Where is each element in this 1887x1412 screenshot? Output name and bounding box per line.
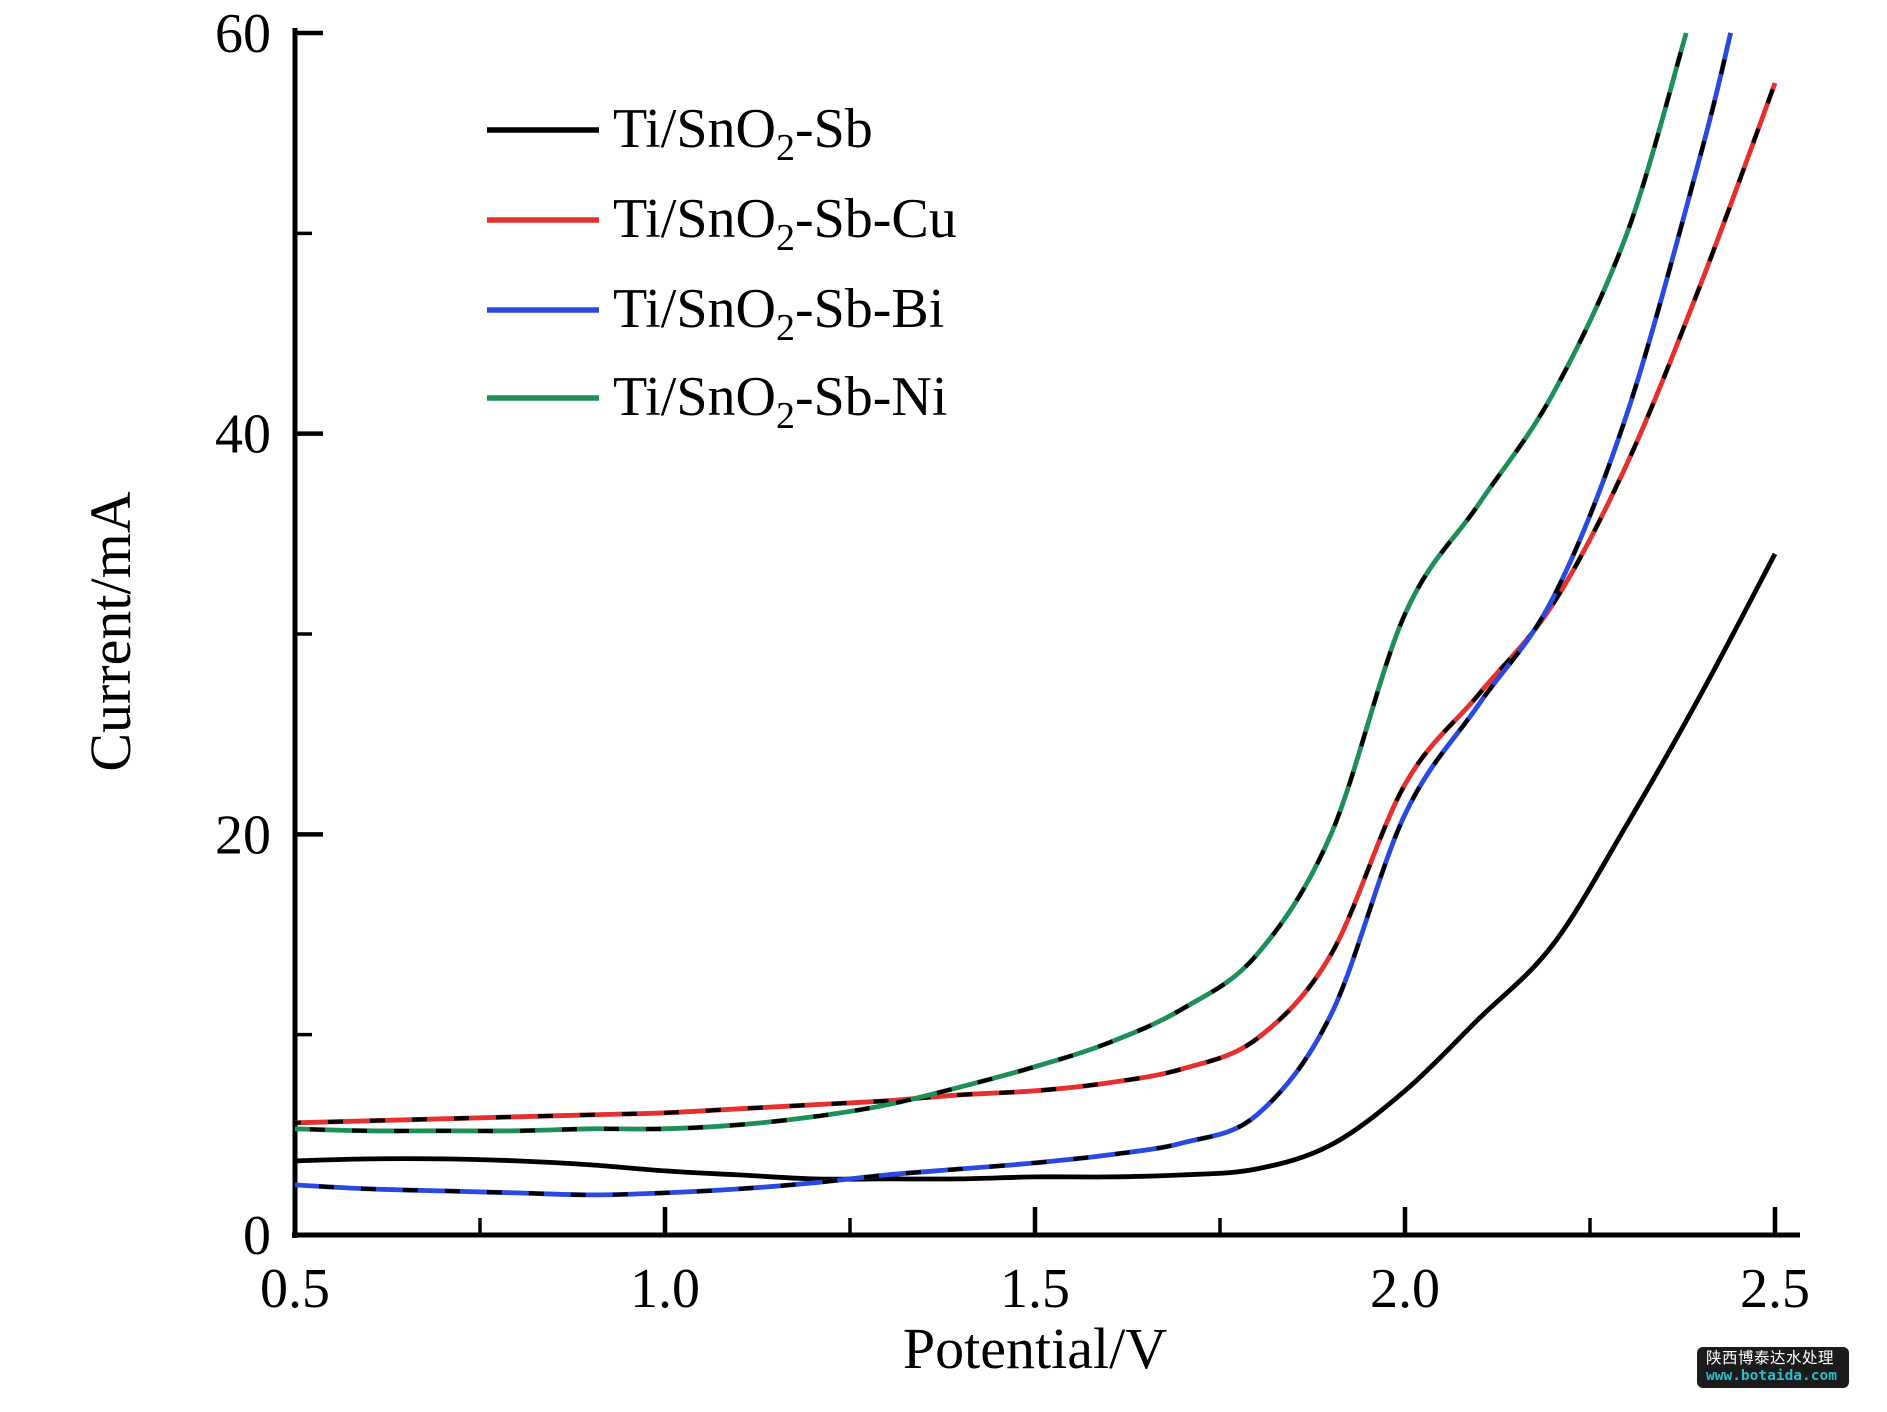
curve-Ti/SnO2-Sb-Bi bbox=[294, 32, 1733, 1198]
y-tick-label: 60 bbox=[215, 3, 271, 65]
curve-Ti/SnO2-Sb-Ni bbox=[294, 32, 1689, 1134]
x-tick-label: 0.5 bbox=[260, 1258, 330, 1320]
curve-Ti/SnO2-Sb bbox=[294, 552, 1778, 1182]
curve-dash-overlay-Ti/SnO2-Sb-Bi bbox=[294, 32, 1733, 1197]
x-tick-label: 1.5 bbox=[1000, 1258, 1070, 1320]
y-tick-label: 20 bbox=[215, 804, 271, 866]
x-tick-label: 1.0 bbox=[630, 1258, 700, 1320]
curve-Ti/SnO2-Sb-Cu bbox=[294, 82, 1778, 1126]
curve-dash-overlay-Ti/SnO2-Sb-Ni bbox=[294, 32, 1689, 1134]
watermark-company-text: 陕西博泰达水处理 bbox=[1706, 1350, 1835, 1368]
watermark-url-text: www.botaida.com bbox=[1706, 1368, 1837, 1385]
x-tick-label: 2.5 bbox=[1740, 1258, 1810, 1320]
legend-label-Ti/SnO2-Sb-Ni: Ti/SnO2-Sb-Ni bbox=[613, 366, 947, 437]
y-axis-title: Current/mA bbox=[78, 491, 143, 771]
x-tick-label: 2.0 bbox=[1370, 1258, 1440, 1320]
legend-label-Ti/SnO2-Sb: Ti/SnO2-Sb bbox=[613, 98, 873, 169]
watermark: 陕西博泰达水处理 www.botaida.com bbox=[1697, 1347, 1849, 1388]
legend-label-Ti/SnO2-Sb-Cu: Ti/SnO2-Sb-Cu bbox=[613, 188, 957, 259]
y-tick-label: 0 bbox=[243, 1205, 271, 1267]
x-axis-title: Potential/V bbox=[903, 1316, 1167, 1381]
legend-label-Ti/SnO2-Sb-Bi: Ti/SnO2-Sb-Bi bbox=[613, 278, 944, 349]
y-tick-label: 40 bbox=[215, 404, 271, 466]
